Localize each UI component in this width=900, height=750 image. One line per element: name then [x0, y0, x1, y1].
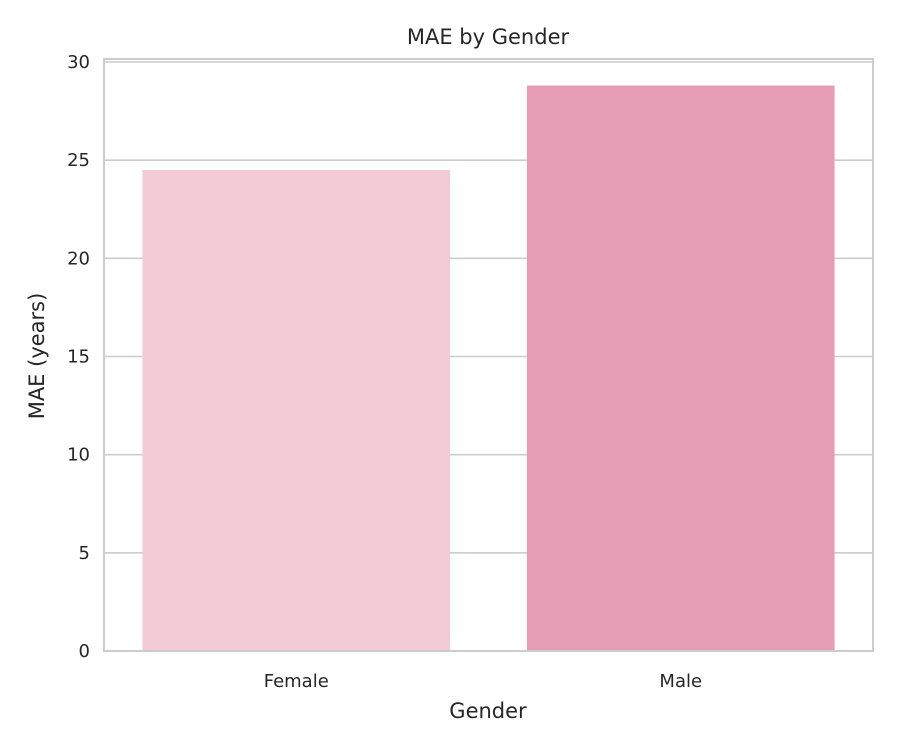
- plot-frame: [103, 58, 874, 652]
- y-tick-label: 30: [67, 52, 90, 73]
- x-tick-label: Female: [264, 671, 329, 692]
- y-tick-label: 5: [79, 543, 90, 564]
- y-tick-label: 0: [79, 641, 90, 662]
- x-tick-label: Male: [659, 671, 702, 692]
- y-tick-labels: 0 5 10 15 20 25 30: [67, 52, 90, 662]
- y-tick-label: 20: [67, 248, 90, 269]
- bar-female: [142, 169, 451, 651]
- y-axis-label: MAE (years): [25, 293, 49, 420]
- x-tick-labels: Female Male: [264, 671, 702, 692]
- y-tick-label: 15: [67, 347, 90, 368]
- bar-male: [526, 85, 835, 651]
- bars: [142, 85, 835, 651]
- y-tick-label: 10: [67, 445, 90, 466]
- chart-title: MAE by Gender: [407, 25, 570, 49]
- y-tick-label: 25: [67, 150, 90, 171]
- x-axis-label: Gender: [449, 699, 527, 723]
